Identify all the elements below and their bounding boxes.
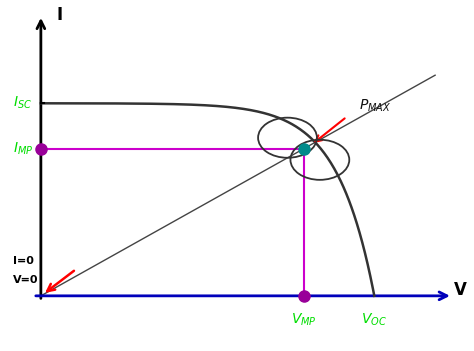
Text: $I_{MP}$: $I_{MP}$ (13, 140, 34, 157)
Text: V: V (454, 282, 467, 299)
Text: $P_{MAX}$: $P_{MAX}$ (359, 98, 391, 114)
Text: I=0: I=0 (13, 256, 34, 266)
Text: V=0: V=0 (13, 275, 39, 285)
Text: I: I (56, 6, 63, 24)
Text: $V_{MP}$: $V_{MP}$ (291, 312, 317, 328)
Text: $V_{OC}$: $V_{OC}$ (361, 312, 387, 328)
Text: $I_{SC}$: $I_{SC}$ (13, 95, 32, 112)
